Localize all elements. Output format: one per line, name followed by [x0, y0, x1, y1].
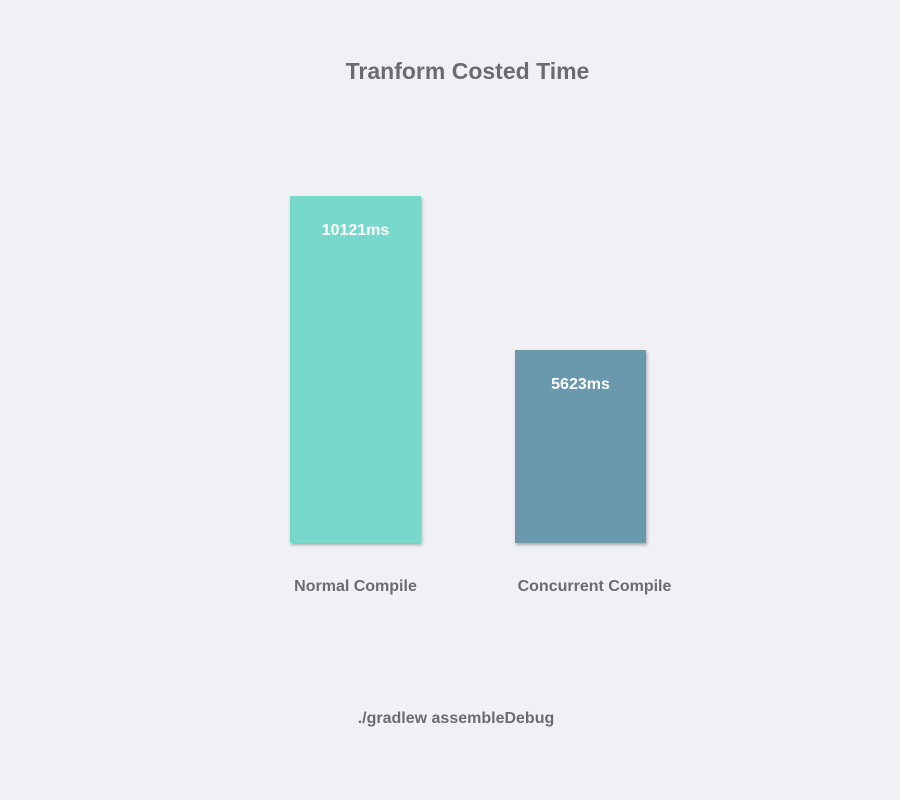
bar-0: 10121ms [290, 196, 421, 543]
chart-title: Tranform Costed Time [345, 58, 590, 84]
chart-footer: ./gradlew assembleDebug [357, 710, 555, 727]
category-label: Normal Compile [294, 578, 417, 595]
category-label: Concurrent Compile [517, 578, 672, 595]
bar-value-label: 5623ms [551, 376, 610, 394]
bar-1: 5623ms [515, 350, 646, 543]
bar-value-label: 10121ms [321, 222, 390, 239]
